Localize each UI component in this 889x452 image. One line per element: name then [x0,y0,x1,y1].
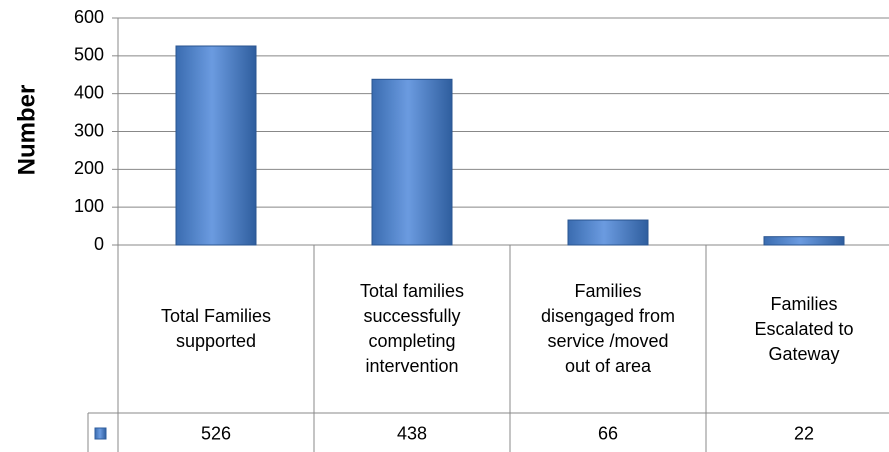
y-tick-label: 400 [74,82,104,102]
y-tick-label: 500 [74,45,104,65]
category-cell: Total families successfully completing i… [314,245,510,413]
value-cell: 22 [794,423,814,443]
value-cell: 438 [397,423,427,443]
x-tick-label: Total families successfully completing i… [359,281,465,376]
y-tick-label: 300 [74,120,104,140]
y-tick-label: 0 [94,234,104,254]
bar [567,219,649,246]
legend-key [94,427,107,440]
bar [371,78,453,246]
y-tick-label: 600 [74,7,104,27]
value-cell: 66 [598,423,618,443]
x-tick-label: Total Families supported [160,306,272,351]
bar [763,236,845,246]
bar [175,45,257,246]
category-cell: Families Escalated to Gateway [706,245,889,413]
category-cell: Families disengaged from service /moved … [510,245,706,413]
y-tick-label: 200 [74,158,104,178]
y-axis-label: Number [13,85,40,176]
value-cell: 526 [201,423,231,443]
x-tick-label: Families Escalated to Gateway [754,293,854,364]
x-tick-label: Families disengaged from service /moved … [540,281,676,376]
y-tick-label: 100 [74,196,104,216]
category-cell: Total Families supported [118,245,314,413]
